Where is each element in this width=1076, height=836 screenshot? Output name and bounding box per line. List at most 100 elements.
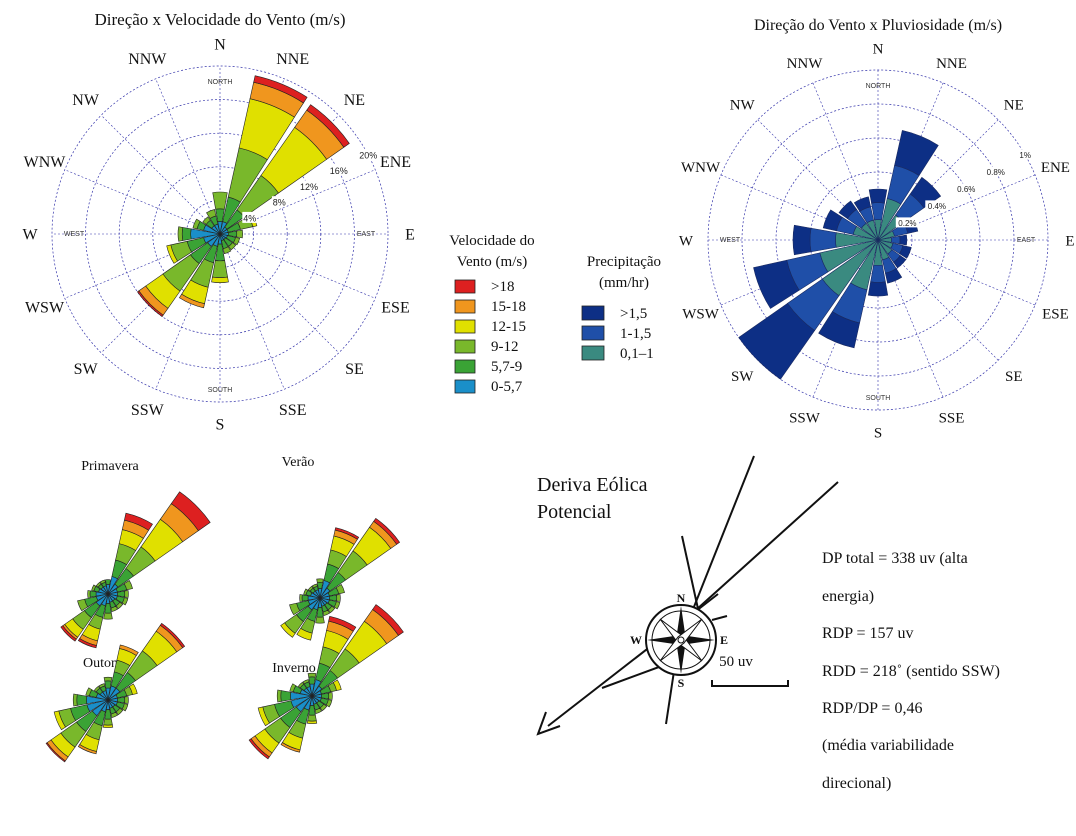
stat-line-4: RDD = 218˚ (sentido SSW)	[822, 663, 1000, 680]
grid-spoke	[219, 233, 376, 299]
rose-bar-dir14-bin2	[297, 681, 305, 689]
rose-bar-w-bin2	[792, 224, 812, 256]
rose-bar-ne-bin5	[306, 104, 350, 148]
rose-bar-dir1-bin5	[334, 527, 360, 540]
rose-bar-dir15-bin2	[311, 583, 318, 589]
rose-bar-wsw-bin2	[753, 259, 800, 309]
wind-speed-legend-title-line2: Vento (m/s)	[457, 254, 527, 270]
rose-bar-sse-bin2	[885, 268, 903, 284]
grid-spoke	[100, 114, 221, 235]
rose-bar-dir8-bin2	[307, 714, 317, 722]
direction-label-n: N	[214, 37, 226, 54]
direction-label-sse: SSE	[939, 411, 965, 427]
rose-bar-dir8-bin2	[103, 612, 113, 620]
rose-bar-dir15-bin2	[302, 679, 310, 685]
rose-bar-n-bin2	[212, 191, 228, 210]
rose-bar-dir3-bin3	[332, 679, 342, 691]
direction-label-ne: NE	[344, 92, 365, 109]
rose-bar-n-bin2	[868, 188, 888, 204]
ring-label: 4%	[243, 213, 256, 223]
rose-bar-dir8-bin3	[102, 724, 114, 728]
stat-line-5: RDP/DP = 0,46	[822, 700, 922, 717]
legend-label: 12-15	[491, 319, 526, 335]
rose-bar-dir10-bin5	[248, 738, 270, 760]
stat-line-7: direcional)	[822, 775, 891, 792]
direction-label-s: S	[216, 417, 225, 434]
direction-label-s: S	[874, 425, 882, 441]
cardinal-tag-south: SOUTH	[208, 387, 233, 394]
season-title-verao: Verão	[282, 455, 315, 470]
direction-label-ne: NE	[1004, 98, 1024, 114]
wind-speed-rose-direction-labels: N NNE NE ENE E ESE SE SSE S SSW SW WSW W WNW NW NNW NORT…	[22, 37, 414, 434]
rose-bar-wnw-bin2	[822, 209, 843, 232]
rose-bar-dir5-bin2	[121, 597, 129, 606]
season-rose-outono: Outono	[45, 622, 186, 763]
ring-label-bg	[1018, 149, 1032, 160]
rose-bar-dir14-bin2	[307, 585, 314, 592]
deriva-title-line1: Deriva Eólica	[537, 474, 648, 496]
direction-label-e: E	[405, 227, 415, 244]
rose-bar-sw-bin2	[738, 302, 816, 380]
wind-speed-legend: Velocidade do Vento (m/s) >18 15-18 12-15 9…	[449, 233, 534, 395]
rain-legend-title-line2: (mm/hr)	[599, 275, 649, 291]
ring-label-bg	[358, 148, 379, 160]
direction-label-ene: ENE	[380, 154, 411, 171]
direction-label-nne: NNE	[936, 56, 967, 72]
rose-bar-dir9-bin3	[296, 627, 313, 641]
wind-rain-rose-title: Direção do Vento x Pluviosidade (m/s)	[754, 17, 1002, 34]
rose-bar-ssw-bin4	[178, 293, 205, 309]
legend-swatch	[581, 345, 605, 361]
legend-label: 5,7-9	[491, 359, 522, 375]
cardinal-tag-west: WEST	[64, 231, 85, 238]
direction-label-se: SE	[1005, 369, 1023, 385]
cardinal-tag-south: SOUTH	[866, 395, 891, 402]
rose-bar-w-bin2	[177, 226, 184, 242]
ring-label-bg	[242, 211, 258, 223]
deriva-eolica-panel: Deriva Eólica Potencial N E S W 50 uv	[536, 455, 1000, 792]
direction-label-sse: SSE	[279, 402, 307, 419]
rose-bar-dir6-bin2	[115, 601, 124, 610]
rose-bar-nnw-bin2	[206, 209, 217, 219]
grid-ring	[85, 99, 355, 369]
rose-bar-dir12-bin1	[280, 690, 292, 702]
rose-bar-dir12-bin2	[299, 594, 303, 602]
rose-bar-dir6-bin2	[319, 703, 328, 712]
compass-e-label: E	[720, 633, 728, 647]
grid-spoke	[219, 233, 340, 354]
rose-bar-e-bin2	[236, 229, 243, 239]
season-rose-verao: Verão	[280, 455, 401, 641]
stat-line-3: RDP = 157 uv	[822, 625, 914, 642]
rose-bar-nw-bin2	[202, 216, 211, 225]
rose-bar-dir8-bin2	[315, 616, 325, 624]
rose-bar-se-bin2	[228, 242, 237, 251]
direction-label-ssw: SSW	[131, 402, 165, 419]
rose-bar-dir9-bin4	[77, 744, 97, 755]
ring-label-bg	[954, 183, 978, 194]
drift-line-2	[695, 481, 839, 611]
wind-speed-rose: Direção x Velocidade do Vento (m/s) 4% 8%…	[22, 10, 414, 434]
rose-bar-dir7-bin2	[110, 605, 119, 612]
season-title-outono: Outono	[83, 656, 125, 671]
ring-label-bg	[328, 164, 349, 176]
direction-label-ese: ESE	[381, 299, 409, 316]
season-rose-inverno: Inverno	[248, 604, 404, 760]
season-inverno-bars	[248, 604, 404, 760]
rose-bar-dir13-bin2	[303, 588, 309, 596]
rose-bar-dir13-bin2	[85, 687, 93, 697]
ring-label: 20%	[359, 150, 377, 160]
grid-ring	[51, 65, 389, 403]
scale-bar	[711, 680, 789, 687]
wind-rain-rose-bars	[738, 130, 942, 380]
rose-bar-dir7-bin2	[322, 609, 331, 616]
cardinal-tag-west: WEST	[720, 237, 741, 244]
rose-bar-dir10-bin3	[280, 622, 296, 638]
rose-bar-dir11-bin2	[289, 602, 301, 616]
ring-label-bg	[895, 217, 919, 228]
direction-label-ene: ENE	[1041, 160, 1070, 176]
ring-label-bg	[925, 200, 949, 211]
drift-line-3	[681, 535, 701, 619]
rose-bar-dir13-bin2	[289, 683, 297, 693]
ring-label-bg	[984, 166, 1008, 177]
rose-bar-nw-bin2	[838, 200, 857, 219]
rose-bar-dir0-bin1	[104, 680, 112, 689]
